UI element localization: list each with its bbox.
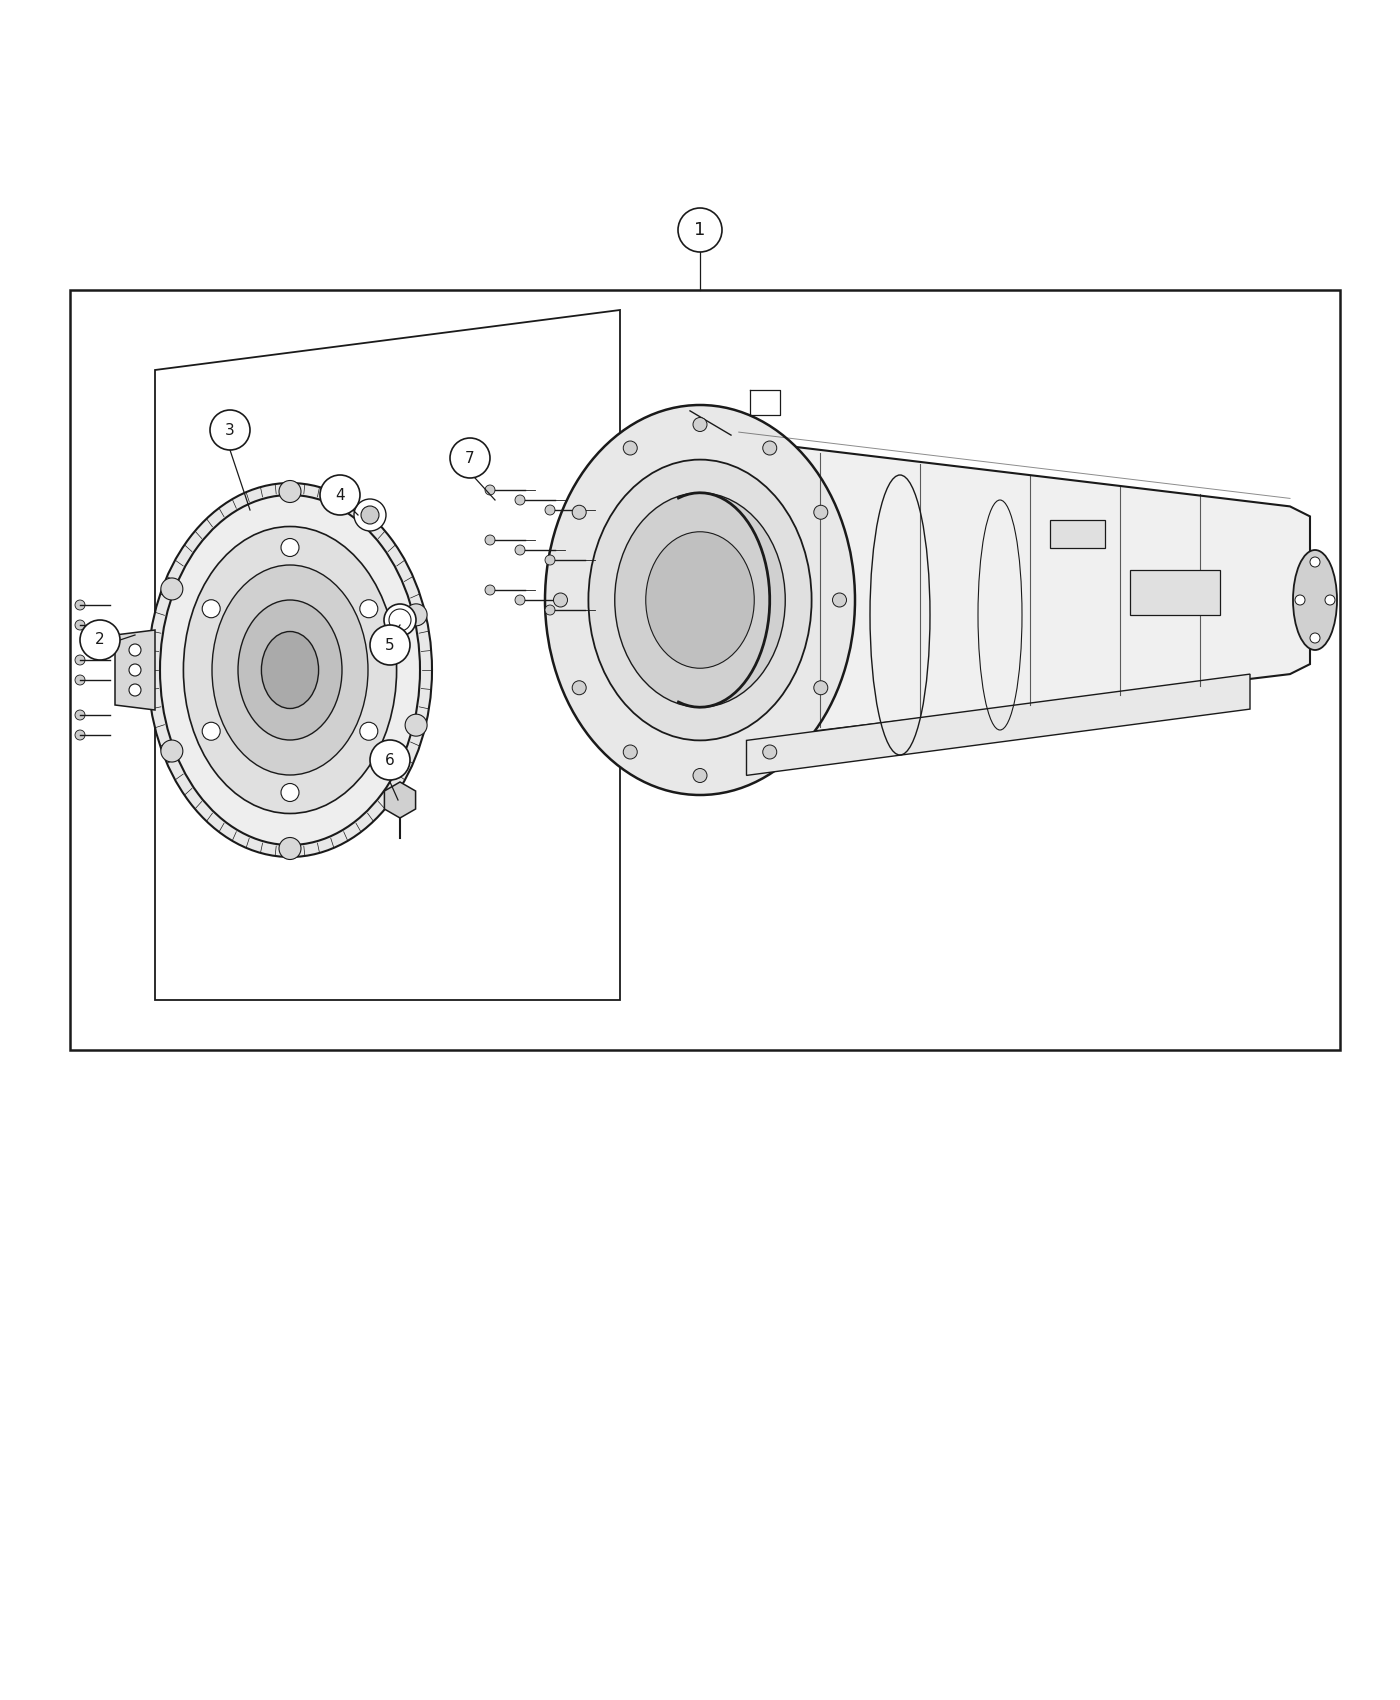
Circle shape xyxy=(484,536,496,546)
Ellipse shape xyxy=(148,483,433,857)
Circle shape xyxy=(693,418,707,432)
Circle shape xyxy=(484,585,496,595)
Circle shape xyxy=(1324,595,1336,605)
Circle shape xyxy=(129,683,141,695)
Ellipse shape xyxy=(545,405,855,796)
Circle shape xyxy=(76,729,85,740)
Circle shape xyxy=(693,768,707,782)
Circle shape xyxy=(545,554,554,564)
Circle shape xyxy=(833,593,847,607)
Circle shape xyxy=(279,481,301,503)
Circle shape xyxy=(354,500,386,530)
Circle shape xyxy=(129,665,141,677)
Circle shape xyxy=(813,680,827,695)
Circle shape xyxy=(484,484,496,495)
Circle shape xyxy=(1310,632,1320,643)
Circle shape xyxy=(1310,558,1320,568)
Circle shape xyxy=(281,539,300,556)
Circle shape xyxy=(763,745,777,758)
Text: 5: 5 xyxy=(385,638,395,653)
Circle shape xyxy=(361,507,379,524)
Circle shape xyxy=(515,495,525,505)
Circle shape xyxy=(279,838,301,860)
Circle shape xyxy=(1295,595,1305,605)
Polygon shape xyxy=(115,631,155,711)
Circle shape xyxy=(763,440,777,456)
Circle shape xyxy=(76,600,85,610)
Text: 3: 3 xyxy=(225,423,235,437)
Circle shape xyxy=(515,546,525,554)
Circle shape xyxy=(80,620,120,660)
Circle shape xyxy=(161,578,183,600)
Circle shape xyxy=(129,644,141,656)
Circle shape xyxy=(813,505,827,518)
Ellipse shape xyxy=(615,493,785,707)
Circle shape xyxy=(449,439,490,478)
Ellipse shape xyxy=(238,600,342,740)
Circle shape xyxy=(202,600,220,617)
Circle shape xyxy=(202,722,220,740)
Polygon shape xyxy=(746,675,1250,775)
Text: 1: 1 xyxy=(694,221,706,240)
Circle shape xyxy=(281,784,300,801)
Ellipse shape xyxy=(160,495,420,845)
Ellipse shape xyxy=(211,564,368,775)
Circle shape xyxy=(545,605,554,615)
Text: 4: 4 xyxy=(335,488,344,503)
Text: 2: 2 xyxy=(95,632,105,648)
Ellipse shape xyxy=(1294,551,1337,649)
Circle shape xyxy=(573,680,587,695)
Ellipse shape xyxy=(645,532,755,668)
Circle shape xyxy=(360,600,378,617)
Circle shape xyxy=(515,595,525,605)
Bar xyxy=(70,291,1340,1051)
Circle shape xyxy=(76,620,85,631)
Circle shape xyxy=(76,711,85,721)
Ellipse shape xyxy=(183,527,396,814)
Polygon shape xyxy=(385,782,416,818)
Circle shape xyxy=(623,440,637,456)
Circle shape xyxy=(405,714,427,736)
Circle shape xyxy=(210,410,251,450)
Circle shape xyxy=(553,593,567,607)
Circle shape xyxy=(623,745,637,758)
Bar xyxy=(1050,520,1105,547)
Circle shape xyxy=(384,604,416,636)
Circle shape xyxy=(370,626,410,665)
Bar xyxy=(1130,570,1219,615)
Circle shape xyxy=(76,654,85,665)
Text: 6: 6 xyxy=(385,753,395,767)
Text: 7: 7 xyxy=(465,450,475,466)
Ellipse shape xyxy=(588,459,812,741)
Circle shape xyxy=(405,604,427,626)
Polygon shape xyxy=(739,440,1310,741)
Circle shape xyxy=(321,474,360,515)
Circle shape xyxy=(76,675,85,685)
Circle shape xyxy=(573,505,587,518)
Circle shape xyxy=(389,609,412,631)
Circle shape xyxy=(370,740,410,780)
Ellipse shape xyxy=(262,631,319,709)
Polygon shape xyxy=(155,309,620,1000)
Circle shape xyxy=(678,207,722,252)
Circle shape xyxy=(161,740,183,762)
Circle shape xyxy=(360,722,378,740)
Circle shape xyxy=(545,505,554,515)
